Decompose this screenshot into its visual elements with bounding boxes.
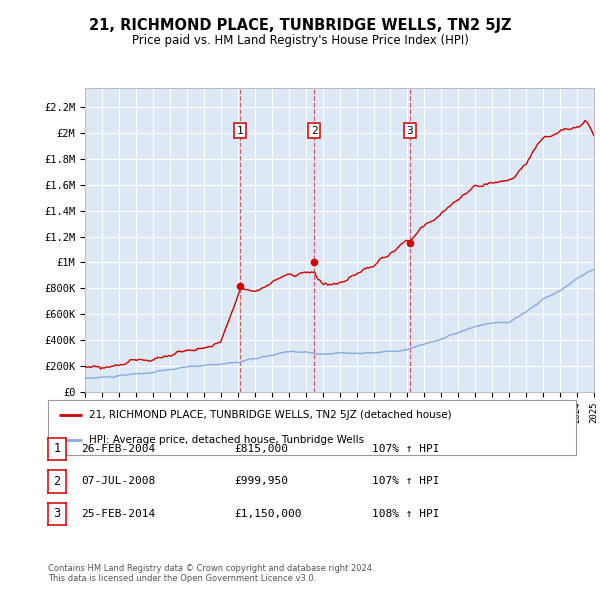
Text: 1: 1: [53, 442, 61, 455]
Text: 21, RICHMOND PLACE, TUNBRIDGE WELLS, TN2 5JZ (detached house): 21, RICHMOND PLACE, TUNBRIDGE WELLS, TN2…: [89, 410, 452, 420]
Text: £1,150,000: £1,150,000: [234, 509, 302, 519]
Text: 21, RICHMOND PLACE, TUNBRIDGE WELLS, TN2 5JZ: 21, RICHMOND PLACE, TUNBRIDGE WELLS, TN2…: [89, 18, 511, 32]
Text: 3: 3: [406, 126, 413, 136]
Text: Price paid vs. HM Land Registry's House Price Index (HPI): Price paid vs. HM Land Registry's House …: [131, 34, 469, 47]
Text: 108% ↑ HPI: 108% ↑ HPI: [372, 509, 439, 519]
Text: £999,950: £999,950: [234, 477, 288, 486]
Text: 2: 2: [311, 126, 318, 136]
Text: 3: 3: [53, 507, 61, 520]
Text: 25-FEB-2014: 25-FEB-2014: [81, 509, 155, 519]
Text: 1: 1: [237, 126, 244, 136]
Text: £815,000: £815,000: [234, 444, 288, 454]
Text: 26-FEB-2004: 26-FEB-2004: [81, 444, 155, 454]
Text: 107% ↑ HPI: 107% ↑ HPI: [372, 444, 439, 454]
Text: HPI: Average price, detached house, Tunbridge Wells: HPI: Average price, detached house, Tunb…: [89, 435, 364, 445]
Text: 2: 2: [53, 475, 61, 488]
Text: 07-JUL-2008: 07-JUL-2008: [81, 477, 155, 486]
Text: 107% ↑ HPI: 107% ↑ HPI: [372, 477, 439, 486]
Text: Contains HM Land Registry data © Crown copyright and database right 2024.
This d: Contains HM Land Registry data © Crown c…: [48, 563, 374, 583]
